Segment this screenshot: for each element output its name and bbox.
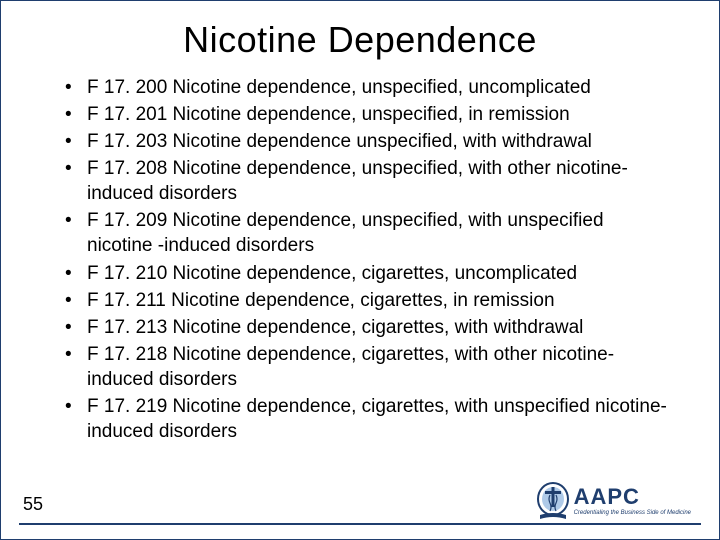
list-item: F 17. 208 Nicotine dependence, unspecifi… bbox=[65, 156, 673, 206]
slide-title: Nicotine Dependence bbox=[1, 19, 719, 61]
list-item: F 17. 218 Nicotine dependence, cigarette… bbox=[65, 342, 673, 392]
code-list: F 17. 200 Nicotine dependence, unspecifi… bbox=[65, 75, 673, 444]
list-item: F 17. 213 Nicotine dependence, cigarette… bbox=[65, 315, 673, 340]
slide-container: Nicotine Dependence F 17. 200 Nicotine d… bbox=[0, 0, 720, 540]
content-area: F 17. 200 Nicotine dependence, unspecifi… bbox=[1, 75, 719, 444]
logo-emblem-icon bbox=[536, 481, 570, 521]
logo-text-block: AAPC Credentialing the Business Side of … bbox=[574, 486, 691, 516]
footer-logo: AAPC Credentialing the Business Side of … bbox=[536, 481, 691, 521]
logo-main-text: AAPC bbox=[574, 486, 691, 508]
page-number: 55 bbox=[23, 494, 43, 515]
list-item: F 17. 210 Nicotine dependence, cigarette… bbox=[65, 261, 673, 286]
list-item: F 17. 200 Nicotine dependence, unspecifi… bbox=[65, 75, 673, 100]
logo-tagline: Credentialing the Business Side of Medic… bbox=[574, 510, 691, 516]
list-item: F 17. 203 Nicotine dependence unspecifie… bbox=[65, 129, 673, 154]
list-item: F 17. 211 Nicotine dependence, cigarette… bbox=[65, 288, 673, 313]
footer-divider bbox=[19, 523, 701, 525]
list-item: F 17. 201 Nicotine dependence, unspecifi… bbox=[65, 102, 673, 127]
list-item: F 17. 219 Nicotine dependence, cigarette… bbox=[65, 394, 673, 444]
list-item: F 17. 209 Nicotine dependence, unspecifi… bbox=[65, 208, 673, 258]
